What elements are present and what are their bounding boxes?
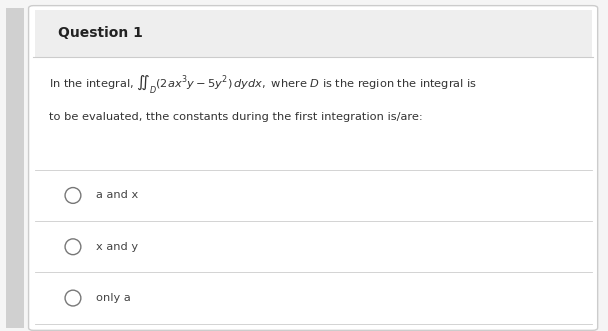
Text: Question 1: Question 1: [58, 26, 143, 40]
Text: x and y: x and y: [96, 242, 138, 252]
Text: only a: only a: [96, 293, 131, 303]
Bar: [6, 8, 24, 328]
Bar: [35, 10, 592, 57]
Text: In the integral, $\iint_D (2ax^3y - 5y^2)\,dydx,$ where $D$ is the region the in: In the integral, $\iint_D (2ax^3y - 5y^2…: [49, 74, 477, 96]
Text: a and x: a and x: [96, 190, 138, 201]
FancyBboxPatch shape: [29, 6, 598, 330]
Text: to be evaluated, tthe constants during the first integration is/are:: to be evaluated, tthe constants during t…: [49, 112, 423, 122]
